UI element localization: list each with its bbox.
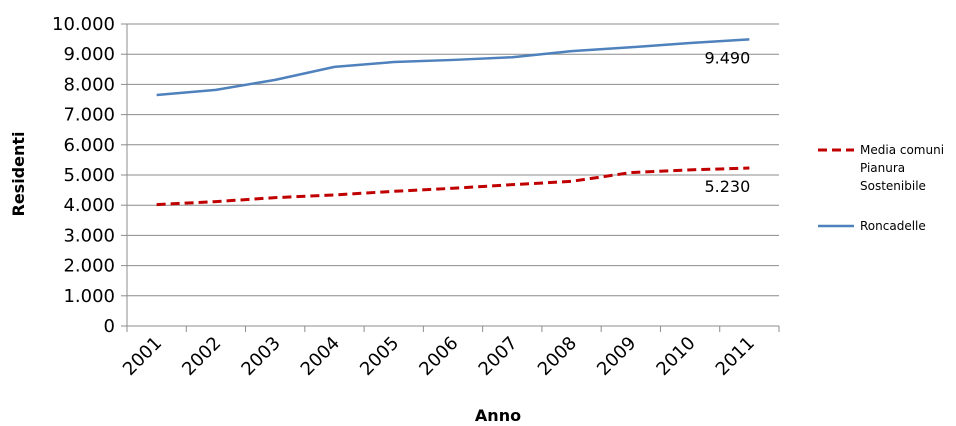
series-lines — [156, 38, 750, 207]
x-tick-label: 2011 — [712, 333, 759, 380]
x-tick-labels: 2001 2002 2003 2004 2005 2006 2007 2008 2009 2010… — [119, 333, 759, 380]
y-tick-label: 6.000 — [63, 135, 115, 156]
y-tick-label: 3.000 — [63, 225, 115, 246]
y-tick-label: 0 — [104, 316, 115, 337]
x-axis-title: Anno — [475, 406, 521, 425]
x-tick-label: 2005 — [356, 333, 403, 380]
axes — [121, 23, 780, 332]
legend-label: Pianura — [860, 161, 905, 175]
legend: Media comuni Pianura Sostenibile Roncadelle — [818, 143, 944, 233]
series-line-media-comuni — [156, 166, 750, 207]
data-label: 9.490 — [704, 48, 750, 67]
y-tick-label: 5.000 — [63, 165, 115, 186]
gridlines — [127, 23, 779, 297]
y-tick-label: 10.000 — [52, 14, 115, 35]
y-axis-title: Residenti — [9, 131, 28, 216]
legend-label: Media comuni — [860, 143, 944, 157]
x-tick-label: 2004 — [297, 333, 344, 380]
x-tick-label: 2007 — [475, 333, 522, 380]
x-tick-label: 2003 — [237, 333, 284, 380]
x-tick-label: 2006 — [415, 333, 462, 380]
x-tick-label: 2001 — [119, 333, 166, 380]
data-labels: 5.230 9.490 — [704, 48, 750, 196]
x-tick-label: 2002 — [178, 333, 225, 380]
x-tick-label: 2008 — [534, 333, 581, 380]
y-tick-label: 1.000 — [63, 286, 115, 307]
y-tick-label: 7.000 — [63, 105, 115, 126]
legend-label: Roncadelle — [860, 219, 926, 233]
y-tick-label: 9.000 — [63, 44, 115, 65]
y-tick-label: 2.000 — [63, 256, 115, 277]
y-tick-labels: 0 1.000 2.000 3.000 4.000 5.000 6.000 7.000 8.00… — [52, 14, 115, 337]
y-tick-label: 8.000 — [63, 74, 115, 95]
x-tick-label: 2010 — [652, 333, 699, 380]
series-line-roncadelle — [156, 38, 750, 97]
data-label: 5.230 — [704, 177, 750, 196]
legend-label: Sostenibile — [860, 179, 926, 193]
y-tick-label: 4.000 — [63, 195, 115, 216]
x-tick-label: 2009 — [593, 333, 640, 380]
